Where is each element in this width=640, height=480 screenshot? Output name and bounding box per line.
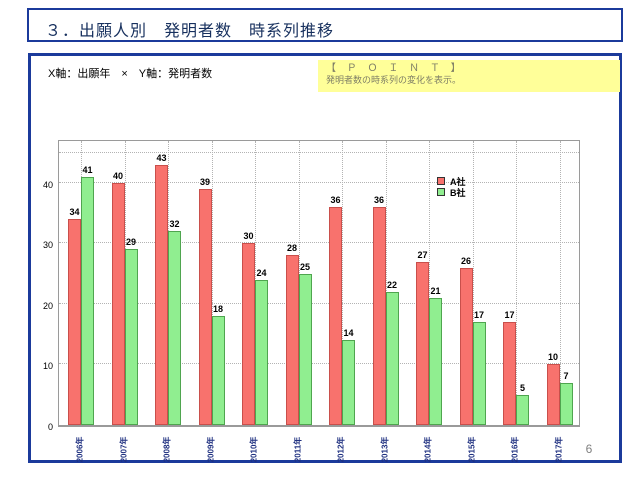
point-body: 発明者数の時系列の変化を表示。 (326, 75, 462, 85)
page-number: 6 (585, 442, 593, 456)
legend-swatch-b-icon (437, 188, 445, 196)
h-gridline (59, 181, 579, 183)
bar-value-label: 17 (504, 310, 515, 320)
y-tick-label: 0 (47, 422, 53, 432)
legend-item-b: B社 (437, 187, 466, 198)
bar-A社-2013年 (372, 207, 386, 425)
bar-B社-2013年 (385, 292, 399, 425)
bar-B社-2017年 (559, 383, 573, 425)
y-tick-label: 40 (42, 179, 53, 190)
bar-value-label: 41 (82, 165, 93, 175)
x-tick-label: 2006年 (75, 436, 85, 463)
bar-B社-2006年 (81, 177, 94, 425)
bar-value-label: 18 (212, 304, 224, 314)
bar-value-label: 32 (169, 219, 180, 229)
bar-value-label: 36 (373, 195, 385, 205)
x-tick-label: 2014年 (423, 436, 433, 463)
bar-value-label: 39 (199, 177, 211, 187)
bar-B社-2012年 (342, 340, 355, 425)
bar-B社-2015年 (472, 322, 486, 425)
x-tick-label: 2016年 (510, 436, 520, 463)
bar-B社-2016年 (516, 395, 529, 425)
page-title: ３．出願人別 発明者数 時系列推移 (45, 23, 335, 40)
x-tick-label: 2013年 (380, 436, 389, 463)
legend-label-b: B社 (450, 187, 466, 198)
h-gridline (59, 363, 579, 365)
bar-A社-2006年 (68, 219, 81, 425)
bar-chart: 34 41 40 29 43 32 39 18 30 24 28 25 36 14 36 22 27 21 26 17… (31, 56, 619, 462)
y-tick-label: 10 (42, 361, 53, 372)
bar-value-label: 30 (243, 231, 254, 241)
plot-area: 34 41 40 29 43 32 39 18 30 24 28 25 36 14 36 22 27 21 26 17… (58, 140, 580, 427)
bar-B社-2007年 (124, 249, 138, 425)
bar-value-label: 17 (473, 310, 485, 320)
chart-legend: A社 B社 (437, 176, 466, 198)
h-gridline (59, 302, 579, 304)
bar-B社-2008年 (168, 231, 181, 425)
bar-value-label: 22 (386, 280, 398, 290)
bar-value-label: 14 (343, 328, 354, 338)
x-tick-label: 2012年 (336, 436, 346, 463)
h-gridline (59, 242, 579, 244)
bar-A社-2014年 (416, 262, 429, 425)
bar-value-label: 27 (417, 250, 428, 260)
bar-A社-2012年 (329, 207, 342, 425)
x-tick-label: 2010年 (249, 436, 259, 463)
v-gridline (385, 141, 387, 425)
y-tick-label: 30 (42, 240, 53, 251)
bar-value-label: 10 (547, 352, 559, 362)
bar-value-label: 26 (460, 256, 472, 266)
bar-B社-2010年 (255, 280, 268, 425)
bar-A社-2010年 (242, 243, 255, 425)
legend-swatch-a-icon (437, 177, 445, 185)
x-tick-label: 2009年 (206, 436, 215, 463)
v-gridline (342, 141, 343, 425)
legend-label-a: A社 (450, 176, 466, 187)
bar-value-label: 28 (286, 243, 298, 253)
bar-A社-2007年 (111, 183, 125, 425)
bar-value-label: 29 (125, 237, 137, 247)
v-gridline (516, 141, 517, 425)
legend-item-a: A社 (437, 176, 466, 187)
axes-note: X軸：出願年 × Y軸：発明者数 (48, 68, 213, 80)
bar-value-label: 34 (69, 207, 80, 217)
bar-A社-2009年 (198, 189, 212, 425)
bar-A社-2015年 (459, 268, 473, 425)
bar-B社-2011年 (298, 274, 312, 425)
bar-value-label: 25 (299, 262, 311, 272)
bar-A社-2008年 (155, 165, 168, 425)
bar-value-label: 21 (430, 286, 441, 296)
x-tick-label: 2015年 (467, 436, 476, 463)
bar-value-label: 24 (256, 268, 267, 278)
bar-value-label: 7 (563, 371, 569, 381)
chart-panel: X軸：出願年 × Y軸：発明者数 【 Ｐ Ｏ Ｉ Ｎ Ｔ 】 発明者数の時系列の… (28, 53, 622, 463)
x-tick-label: 2007年 (119, 436, 128, 463)
bar-A社-2017年 (546, 364, 560, 425)
bar-B社-2009年 (211, 316, 225, 425)
slide-title-box: ３．出願人別 発明者数 時系列推移 (27, 8, 623, 42)
bar-value-label: 36 (330, 195, 341, 205)
bar-value-label: 43 (156, 153, 167, 163)
v-gridline (559, 141, 561, 425)
v-gridline (211, 141, 213, 425)
bar-value-label: 5 (519, 383, 526, 393)
v-gridline (472, 141, 474, 425)
bar-A社-2011年 (285, 255, 299, 425)
x-tick-label: 2008年 (162, 436, 172, 463)
h-gridline (59, 151, 579, 153)
y-tick-label: 20 (42, 300, 53, 311)
bar-A社-2016年 (503, 322, 516, 425)
bar-B社-2014年 (429, 298, 442, 425)
bar-value-label: 40 (112, 171, 124, 181)
x-tick-label: 2017年 (554, 436, 563, 463)
v-gridline (429, 141, 430, 425)
point-callout: 【 Ｐ Ｏ Ｉ Ｎ Ｔ 】 発明者数の時系列の変化を表示。 (318, 60, 620, 92)
x-tick-label: 2011年 (293, 436, 302, 463)
point-heading: 【 Ｐ Ｏ Ｉ Ｎ Ｔ 】 (326, 63, 465, 74)
